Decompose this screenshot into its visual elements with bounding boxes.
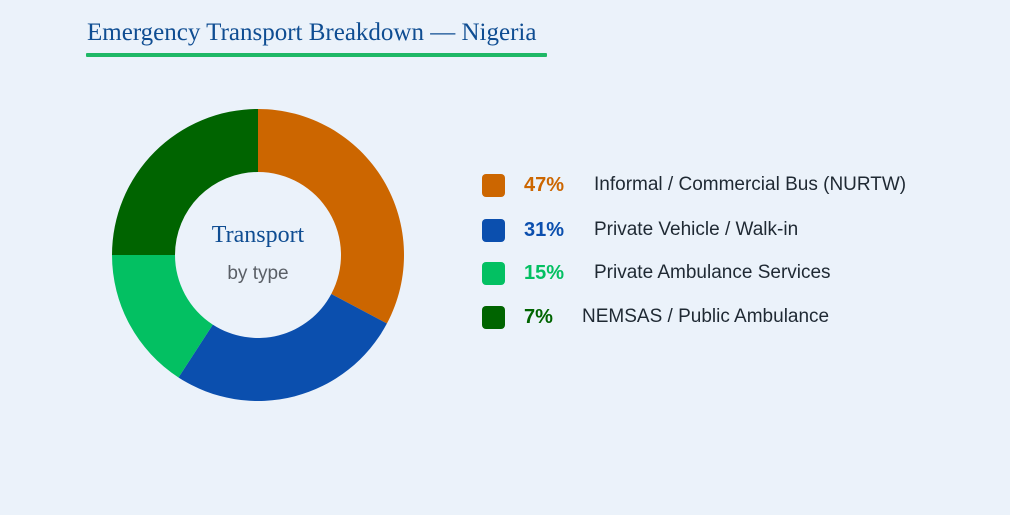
donut-center-title: Transport	[211, 222, 305, 248]
donut-segment	[112, 255, 213, 378]
donut-segment	[258, 109, 404, 324]
legend-swatch	[482, 218, 505, 242]
legend-percent: 31%	[524, 218, 565, 241]
legend-percent: 15%	[524, 261, 565, 284]
legend-label: Private Ambulance Services	[594, 262, 831, 283]
legend-swatch	[482, 261, 505, 285]
legend-label: NEMSAS / Public Ambulance	[582, 306, 830, 327]
chart-title: Emergency Transport Breakdown — Nigeria	[87, 19, 537, 46]
legend-percent: 7%	[524, 305, 553, 328]
legend-label: Informal / Commercial Bus (NURTW)	[594, 174, 907, 195]
donut-chart	[112, 109, 404, 401]
legend-item-private-vehicle: 31% Private Vehicle / Walk-in	[482, 217, 798, 243]
legend-item-nemsas: 7% NEMSAS / Public Ambulance	[482, 304, 829, 330]
title-underline	[86, 53, 547, 57]
legend-swatch	[482, 173, 505, 197]
legend-swatch	[482, 305, 505, 329]
legend-percent: 47%	[524, 173, 565, 196]
legend-item-private-ambulance: 15% Private Ambulance Services	[482, 260, 831, 286]
legend-label: Private Vehicle / Walk-in	[594, 219, 799, 240]
donut-center-subtitle: by type	[227, 263, 289, 284]
legend-item-informal-bus: 47% Informal / Commercial Bus (NURTW)	[482, 172, 906, 198]
donut-segment	[112, 109, 258, 255]
donut-segment	[178, 293, 387, 401]
